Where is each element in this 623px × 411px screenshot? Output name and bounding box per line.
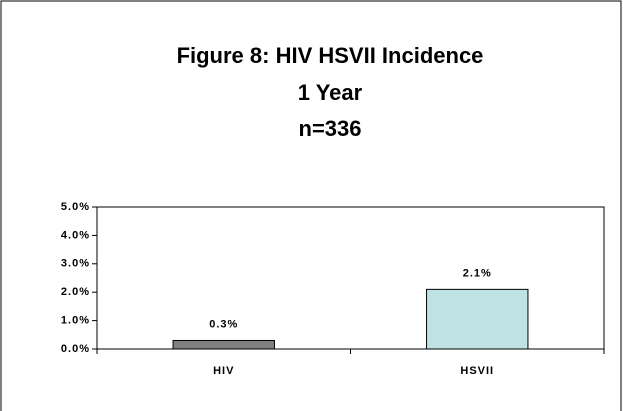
chart-title: Figure 8: HIV HSVII Incidence <box>177 43 484 68</box>
bar <box>426 288 529 350</box>
x-tick-label: HSVII <box>460 365 494 377</box>
bar <box>172 339 275 350</box>
chart-title: n=336 <box>299 116 362 141</box>
y-tick-label: 5.0% <box>61 201 90 213</box>
chart-title: 1 Year <box>298 80 363 105</box>
data-label: 2.1% <box>463 267 492 279</box>
data-label: 0.3% <box>209 318 238 330</box>
y-tick-label: 4.0% <box>61 229 90 241</box>
y-tick-label: 2.0% <box>61 286 90 298</box>
y-tick-label: 3.0% <box>61 258 90 270</box>
y-tick-label: 0.0% <box>61 343 90 355</box>
x-tick-label: HIV <box>213 365 234 377</box>
y-tick-label: 1.0% <box>61 315 90 327</box>
